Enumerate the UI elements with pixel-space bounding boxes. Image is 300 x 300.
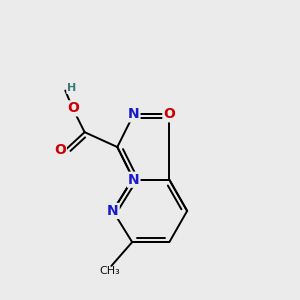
Text: O: O xyxy=(164,107,175,121)
Text: N: N xyxy=(128,173,140,187)
Text: O: O xyxy=(67,101,79,116)
Text: O: O xyxy=(54,143,66,157)
Text: CH₃: CH₃ xyxy=(100,266,120,276)
Text: N: N xyxy=(128,107,140,121)
Text: H: H xyxy=(67,83,76,93)
Text: N: N xyxy=(107,204,119,218)
